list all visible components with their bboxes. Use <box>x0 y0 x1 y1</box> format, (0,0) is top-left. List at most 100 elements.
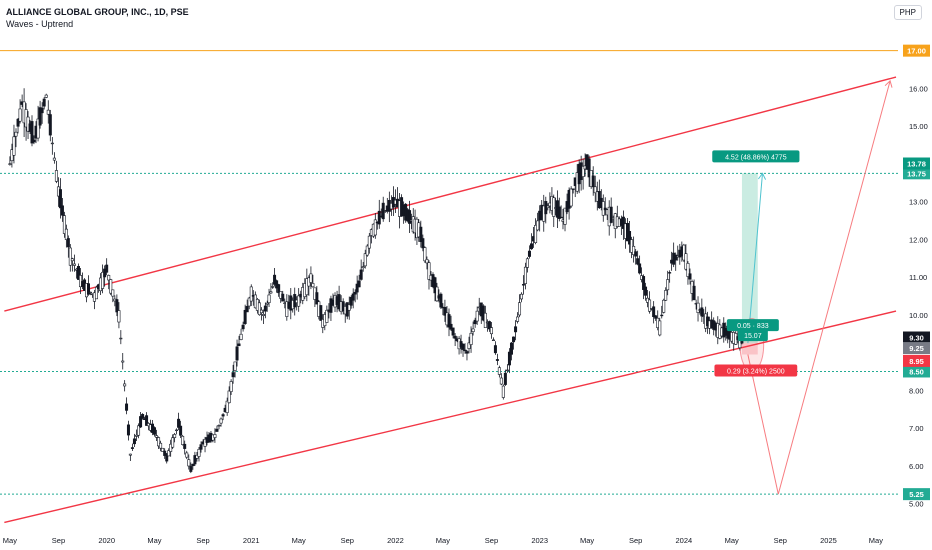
level-badge-0-bg <box>903 44 930 57</box>
candle-body <box>505 369 509 372</box>
candle-body <box>60 205 64 216</box>
candle-body <box>103 268 107 278</box>
candle-body <box>245 306 249 313</box>
projection-arrowhead-up <box>757 172 767 180</box>
candle-body <box>311 283 315 288</box>
candle-body <box>603 207 607 211</box>
candle-body <box>173 434 177 438</box>
candle-body <box>219 418 223 424</box>
candle-body <box>309 273 313 283</box>
candle-body <box>518 302 522 316</box>
candle-body <box>325 309 329 323</box>
candle-body <box>427 262 431 280</box>
candle-body <box>503 372 507 385</box>
candle-body <box>30 121 34 144</box>
candle-body <box>54 170 58 182</box>
candle-body <box>433 277 437 294</box>
candle-body <box>123 383 127 387</box>
candle-body <box>121 360 125 363</box>
candle-body <box>241 324 245 330</box>
candle-body <box>439 293 443 308</box>
stop-label-bg <box>714 364 798 377</box>
candle-body <box>569 188 573 207</box>
x-tick-label: Sep <box>485 536 498 545</box>
price-badge-1: 9.30 <box>909 334 924 343</box>
candle-body <box>14 131 18 137</box>
candle-body <box>145 415 149 426</box>
candle-body <box>700 307 704 317</box>
candle-body <box>512 336 516 343</box>
candle-body <box>644 286 648 296</box>
candle-body <box>447 314 451 328</box>
candle-body <box>181 435 185 445</box>
candle-body <box>262 314 266 316</box>
candle-body <box>76 266 80 280</box>
candle-body <box>563 207 567 225</box>
candle-body <box>44 94 48 98</box>
candle-body <box>139 416 143 428</box>
candle-body <box>109 279 113 294</box>
candle-body <box>469 332 473 345</box>
x-tick-label: Sep <box>196 536 209 545</box>
candle-body <box>621 216 625 229</box>
candle-body <box>525 258 529 268</box>
currency-badge[interactable]: PHP <box>893 5 922 20</box>
y-tick-label: 7.00 <box>909 424 924 433</box>
candle-body <box>235 346 239 361</box>
chart-title: ALLIANCE GLOBAL GROUP, INC., 1D, PSE <box>6 7 189 17</box>
candle-body <box>419 226 423 243</box>
candle-body <box>581 165 585 177</box>
candle-body <box>305 278 309 296</box>
candle-body <box>115 299 119 313</box>
x-tick-label: May <box>292 536 306 545</box>
candle-body <box>557 206 561 219</box>
candle-body <box>483 312 487 328</box>
candle-body <box>137 425 141 436</box>
candle-body <box>273 274 277 285</box>
candle-body <box>229 381 233 392</box>
y-tick-label: 5.00 <box>909 500 924 509</box>
candle-body <box>239 333 243 340</box>
candle-body <box>36 118 40 139</box>
candle-body <box>267 294 271 303</box>
position-info-label-bg <box>726 319 779 332</box>
candle-body <box>319 305 323 321</box>
x-tick-label: May <box>580 536 594 545</box>
level-badge-0: 17.00 <box>907 47 926 56</box>
x-tick-label: May <box>3 536 17 545</box>
target-label-bg <box>712 150 800 163</box>
candle-body <box>662 299 666 313</box>
price-badge-2-bg <box>903 342 930 355</box>
candle-body <box>347 304 351 311</box>
y-tick-label: 16.00 <box>909 84 928 93</box>
candle-body <box>48 114 52 136</box>
price-badge-1-bg <box>903 331 930 344</box>
candle-body <box>185 452 189 458</box>
price-badge-3-bg <box>903 354 930 367</box>
position-price-label-bg <box>737 329 768 342</box>
candle-body <box>587 158 591 178</box>
candle-body <box>183 443 187 449</box>
candle-body <box>265 302 269 305</box>
candle-body <box>101 271 105 289</box>
candle-body <box>425 259 429 264</box>
position-info-label: 0.05 · 833 <box>737 323 769 330</box>
candle-body <box>658 320 662 336</box>
candle-body <box>357 280 361 288</box>
stop-zone <box>741 343 758 355</box>
candle-body <box>355 283 359 293</box>
y-tick-label: 6.00 <box>909 462 924 471</box>
candle-body <box>507 351 511 366</box>
candle-body <box>50 142 54 145</box>
projection-up <box>747 173 763 344</box>
candle-body <box>523 266 527 284</box>
stop-label: 0.29 (3.24%) 2500 <box>727 368 785 375</box>
candle-body <box>199 444 203 450</box>
y-tick-label: 15.00 <box>909 122 928 131</box>
level-badge-1: 13.75 <box>907 169 926 178</box>
candle-body <box>285 301 289 317</box>
candle-body <box>467 342 471 349</box>
candle-body <box>660 314 664 317</box>
x-tick-label: 2022 <box>387 536 404 545</box>
